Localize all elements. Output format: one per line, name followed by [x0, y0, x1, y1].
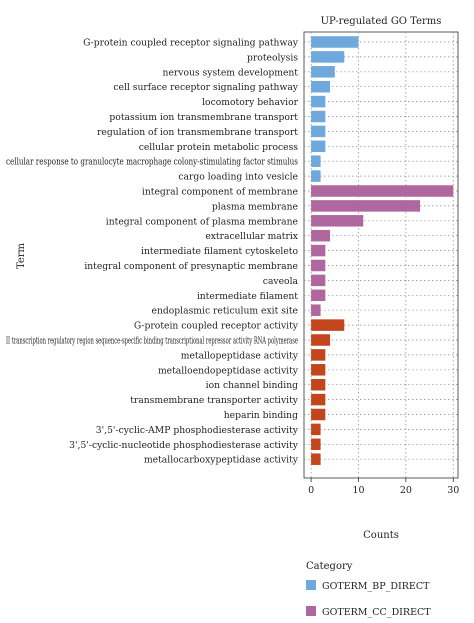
- chart-title: UP-regulated GO Terms: [321, 16, 442, 27]
- bar: [311, 408, 326, 421]
- term-label: heparin binding: [224, 410, 298, 421]
- plot-area: [303, 31, 459, 479]
- term-label: nervous system development: [163, 67, 299, 78]
- term-label: integral component of presynaptic membra…: [84, 261, 298, 272]
- term-label: II transcription regulatory region seque…: [6, 336, 298, 347]
- x-tick-label: 30: [447, 485, 459, 496]
- legend-title: Category: [306, 561, 353, 572]
- legend-swatch: [306, 606, 316, 616]
- bar: [311, 200, 421, 212]
- term-label: 3',5'-cyclic-nucleotide phosphodiesteras…: [69, 440, 299, 451]
- bar: [311, 170, 321, 182]
- term-label: caveola: [263, 276, 299, 287]
- bar: [311, 438, 321, 451]
- bar: [311, 304, 321, 316]
- plot-border: [303, 31, 459, 479]
- bar: [311, 66, 335, 78]
- x-tick-label: 10: [352, 485, 364, 496]
- bar: [311, 125, 326, 138]
- term-label: metallopeptidase activity: [181, 350, 299, 361]
- bar: [311, 378, 326, 391]
- term-label: regulation of ion transmembrane transpor…: [97, 127, 298, 138]
- term-label: ion channel binding: [206, 380, 298, 391]
- bar: [311, 244, 326, 257]
- x-axis: 0 10 20 30: [308, 478, 459, 496]
- bar: [311, 364, 326, 376]
- legend-swatch: [306, 580, 316, 590]
- x-tick-label: 0: [308, 485, 314, 496]
- bar: [311, 110, 326, 123]
- bar: [311, 319, 345, 331]
- bar: [311, 215, 364, 227]
- term-label: G-protein coupled receptor signaling pat…: [83, 38, 299, 49]
- bar: [311, 155, 321, 167]
- x-tick-label: 20: [400, 485, 412, 496]
- term-label: cargo loading into vesicle: [178, 172, 298, 183]
- term-label: intermediate filament cytoskeleto: [141, 246, 298, 257]
- bar: [311, 80, 331, 93]
- y-axis-label: Term: [16, 242, 27, 269]
- term-label: G-protein coupled receptor activity: [134, 321, 299, 332]
- term-label: locomotory behavior: [202, 97, 298, 108]
- term-labels: G-protein coupled receptor signaling pat…: [6, 38, 299, 466]
- bar: [311, 274, 326, 287]
- term-label: extracellular matrix: [205, 231, 298, 242]
- term-label: cellular protein metabolic process: [139, 142, 299, 153]
- legend: GOTERM_BP_DIRECTGOTERM_CC_DIRECTGOTERM_M…: [306, 580, 431, 618]
- term-label: cell surface receptor signaling pathway: [113, 82, 298, 93]
- term-label: cellular response to granulocyte macroph…: [6, 157, 298, 168]
- bar: [311, 36, 359, 48]
- term-label: 3',5'-cyclic-AMP phosphodiesterase activ…: [96, 425, 299, 436]
- bar: [311, 259, 326, 272]
- bars-layer: [311, 36, 454, 465]
- bar: [311, 229, 331, 242]
- term-label: transmembrane transporter activity: [130, 395, 299, 406]
- term-label: integral component of plasma membrane: [106, 216, 298, 227]
- x-axis-label: Counts: [363, 530, 399, 541]
- bar: [311, 289, 326, 302]
- bar: [311, 393, 326, 406]
- legend-label: GOTERM_CC_DIRECT: [322, 607, 431, 618]
- bar: [311, 51, 345, 63]
- term-label: intermediate filament: [197, 291, 298, 302]
- bar: [311, 423, 321, 436]
- term-label: metalloendopeptidase activity: [158, 365, 299, 376]
- bar: [311, 349, 326, 361]
- term-label: endoplasmic reticulum exit site: [152, 306, 298, 317]
- term-label: metallocarboxypeptidase activity: [144, 455, 299, 466]
- term-label: plasma membrane: [212, 201, 298, 212]
- bar: [311, 185, 454, 197]
- bar: [311, 453, 321, 465]
- bar: [311, 334, 331, 346]
- term-label: integral component of membrane: [142, 187, 298, 198]
- bar: [311, 95, 326, 108]
- bar: [311, 140, 326, 153]
- legend-label: GOTERM_BP_DIRECT: [322, 581, 430, 592]
- term-label: proteolysis: [247, 52, 298, 63]
- term-label: potassium ion transmembrane transport: [109, 112, 298, 123]
